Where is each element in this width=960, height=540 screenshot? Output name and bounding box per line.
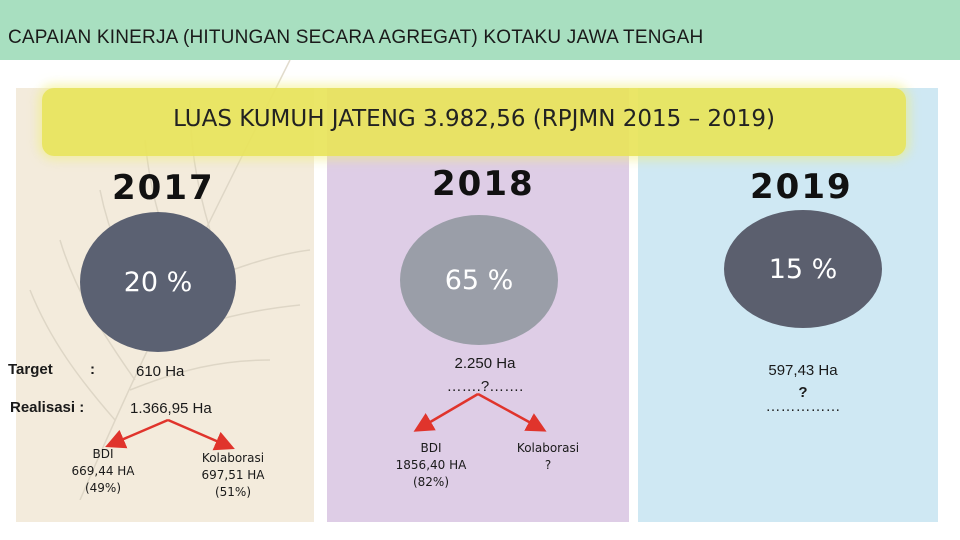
kolaborasi-2018-name: Kolaborasi <box>516 441 580 455</box>
bdi-2018: BDI 1856,40 HA (82%) <box>388 440 474 491</box>
percent-circle-2019: 15 % <box>724 210 882 328</box>
target-label-2017: Target <box>8 361 53 378</box>
target-colon-2017: : <box>90 361 95 378</box>
kolaborasi-2017-area: 697,51 HA <box>201 468 265 482</box>
percent-2018: 65 % <box>444 264 514 296</box>
target-value-2018: 2.250 Ha <box>454 355 516 372</box>
bdi-2017: BDI 669,44 HA (49%) <box>60 446 146 497</box>
realisasi-label-2017: Realisasi : <box>10 399 85 416</box>
realisasi-value-2018: …….?……. <box>446 378 524 395</box>
kolaborasi-2018: Kolaborasi ? <box>505 440 591 474</box>
target-value-2019: 597,43 Ha <box>768 362 838 379</box>
bdi-2018-name: BDI <box>420 441 442 455</box>
percent-circle-2018: 65 % <box>400 215 558 345</box>
kolaborasi-2017-name: Kolaborasi <box>201 451 265 465</box>
realisasi-dots-2019: …………… <box>765 398 841 415</box>
percent-2017: 20 % <box>123 266 193 298</box>
kolaborasi-2017-share: (51%) <box>214 485 252 499</box>
realisasi-mark-2019: ? <box>798 384 808 401</box>
year-2018-heading: 2018 <box>432 164 535 204</box>
bdi-2018-area: 1856,40 HA <box>395 458 467 472</box>
realisasi-value-2017: 1.366,95 Ha <box>130 400 212 417</box>
banner-text: LUAS KUMUH JATENG 3.982,56 (RPJMN 2015 –… <box>173 106 775 132</box>
target-value-2017: 610 Ha <box>136 363 185 380</box>
bdi-2017-area: 669,44 HA <box>71 464 135 478</box>
kolaborasi-2018-area: ? <box>544 458 552 472</box>
percent-circle-2017: 20 % <box>80 212 236 352</box>
kolaborasi-2017: Kolaborasi 697,51 HA (51%) <box>190 450 276 501</box>
page-title: CAPAIAN KINERJA (HITUNGAN SECARA AGREGAT… <box>8 27 704 48</box>
summary-banner: LUAS KUMUH JATENG 3.982,56 (RPJMN 2015 –… <box>42 88 906 156</box>
bdi-2017-name: BDI <box>92 447 114 461</box>
year-2019-heading: 2019 <box>750 167 853 207</box>
bdi-2018-share: (82%) <box>412 475 450 489</box>
header-bar <box>0 0 960 60</box>
year-2017-heading: 2017 <box>112 168 215 208</box>
bdi-2017-share: (49%) <box>84 481 122 495</box>
percent-2019: 15 % <box>768 253 838 285</box>
